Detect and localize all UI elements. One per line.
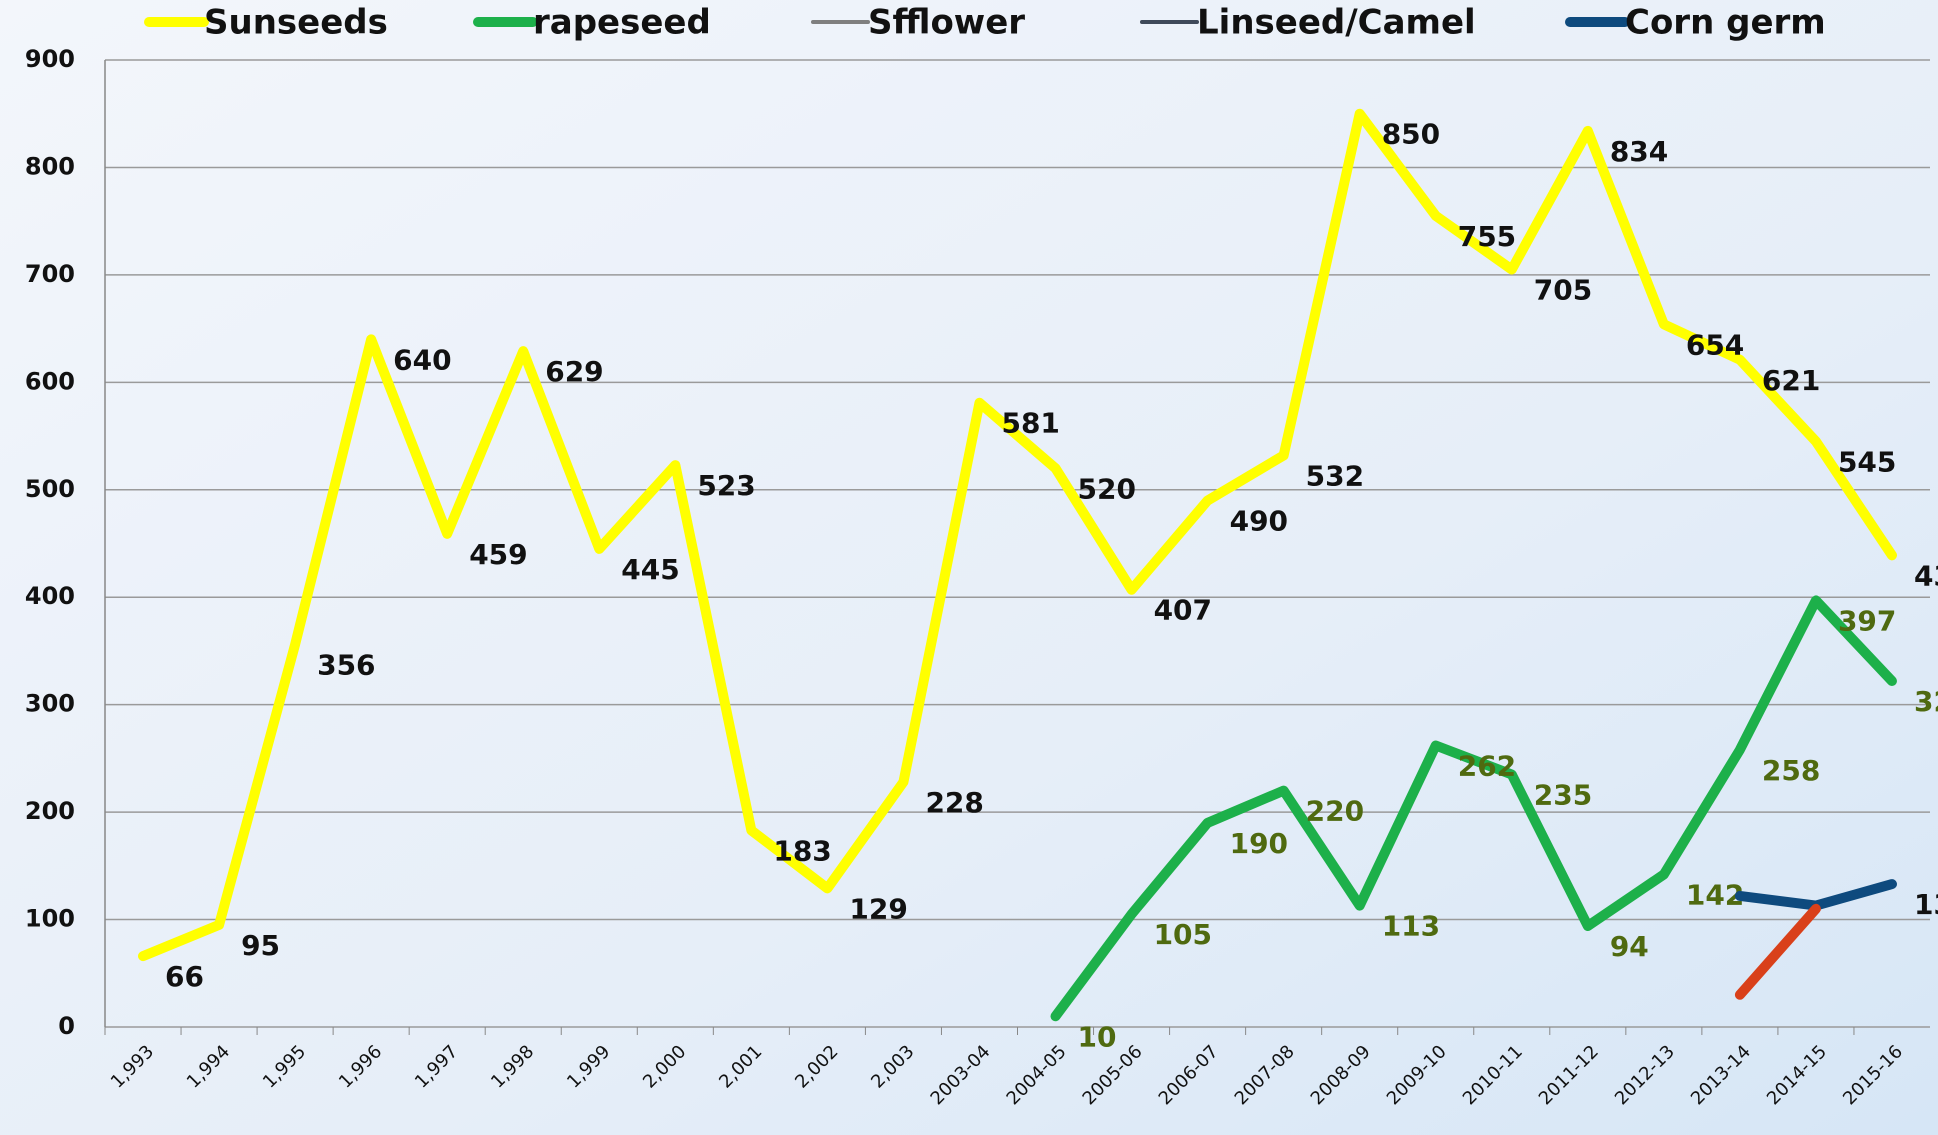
y-tick-label: 700 [25,260,75,288]
y-tick-label: 500 [25,475,75,503]
y-tick-label: 600 [25,367,75,395]
data-label: 94 [1610,930,1649,963]
data-label: 621 [1762,364,1820,397]
data-label: 459 [469,538,527,571]
legend-label: rapeseed [533,3,711,43]
data-label: 262 [1458,749,1516,782]
data-label: 850 [1382,118,1440,151]
legend-label: Linseed/Camel [1197,3,1476,43]
legend-label: Corn germ [1625,3,1826,43]
data-label: 356 [317,648,375,681]
data-label: 445 [621,553,679,586]
data-label: 654 [1686,328,1744,361]
legend-label: Sfflower [868,3,1025,43]
data-label: 439 [1914,559,1938,592]
data-label: 183 [773,834,831,867]
data-label: 834 [1610,135,1668,168]
data-label: 10 [1078,1020,1117,1053]
data-label: 190 [1230,827,1288,860]
data-label: 581 [1001,407,1059,440]
y-tick-label: 800 [25,152,75,180]
data-label: 640 [393,343,451,376]
background [0,0,1938,1135]
data-label: 220 [1306,795,1364,828]
data-label: 397 [1838,604,1896,637]
data-label: 113 [1382,910,1440,943]
data-label: 258 [1762,754,1820,787]
data-label: 235 [1534,779,1592,812]
data-label: 322 [1914,685,1938,718]
legend-label: Sunseeds [204,3,388,43]
data-label: 629 [545,355,603,388]
y-tick-label: 200 [25,797,75,825]
data-label: 755 [1458,220,1516,253]
data-label: 520 [1078,472,1136,505]
data-label: 228 [925,786,983,819]
data-label: 545 [1838,445,1896,478]
y-tick-label: 100 [25,905,75,933]
data-label: 133 [1914,888,1938,921]
data-label: 105 [1154,918,1212,951]
y-tick-label: 300 [25,690,75,718]
data-label: 66 [165,960,204,993]
y-tick-label: 400 [25,582,75,610]
data-label: 129 [849,892,907,925]
chart: 01002003004005006007008009001,9931,9941,… [0,0,1938,1135]
data-label: 532 [1306,459,1364,492]
y-tick-label: 900 [25,45,75,73]
data-label: 523 [697,469,755,502]
data-label: 95 [241,929,280,962]
y-tick-label: 0 [58,1012,75,1040]
data-label: 490 [1230,505,1288,538]
data-label: 407 [1154,594,1212,627]
data-label: 705 [1534,274,1592,307]
